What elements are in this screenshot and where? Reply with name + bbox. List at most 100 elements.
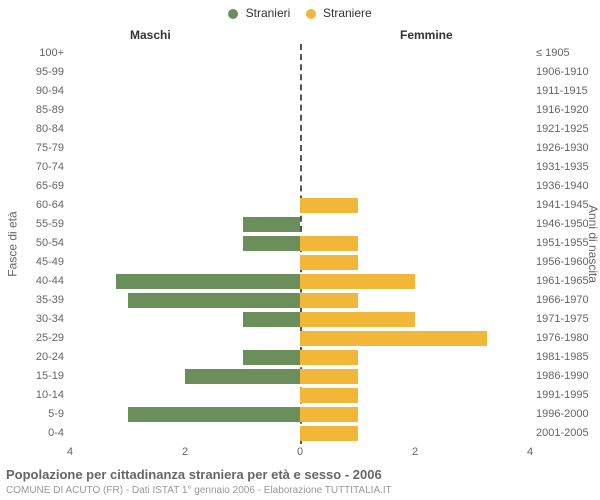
age-label: 95-99 [0, 63, 64, 82]
age-label: 40-44 [0, 272, 64, 291]
x-tick: 2 [412, 446, 418, 458]
population-pyramid-chart: Stranieri Straniere Maschi Femmine Fasce… [0, 0, 600, 500]
birth-year-label: 1916-1920 [536, 101, 600, 120]
birth-year-label: 1996-2000 [536, 405, 600, 424]
legend-label-stranieri: Stranieri [246, 6, 291, 20]
table-row [70, 120, 530, 139]
birth-year-label: 1926-1930 [536, 139, 600, 158]
age-label: 100+ [0, 44, 64, 63]
birth-year-label: 1981-1985 [536, 348, 600, 367]
age-label: 35-39 [0, 291, 64, 310]
x-axis: 4 2 0 2 4 [70, 446, 530, 460]
age-label: 30-34 [0, 310, 64, 329]
birth-year-label: 1906-1910 [536, 63, 600, 82]
column-title-right: Femmine [400, 28, 453, 42]
bar-male [243, 236, 301, 251]
table-row [70, 310, 530, 329]
bar-female [300, 426, 358, 441]
birth-year-label: 1946-1950 [536, 215, 600, 234]
age-label: 75-79 [0, 139, 64, 158]
x-tick: 4 [67, 446, 73, 458]
birth-year-label: ≤ 1905 [536, 44, 600, 63]
age-label: 65-69 [0, 177, 64, 196]
table-row [70, 291, 530, 310]
age-label: 0-4 [0, 424, 64, 443]
age-label: 85-89 [0, 101, 64, 120]
table-row [70, 44, 530, 63]
x-tick: 2 [182, 446, 188, 458]
bar-female [300, 388, 358, 403]
legend-swatch-straniere [306, 9, 316, 19]
birth-year-label: 1986-1990 [536, 367, 600, 386]
table-row [70, 272, 530, 291]
legend-label-straniere: Straniere [323, 6, 372, 20]
table-row [70, 158, 530, 177]
age-label: 90-94 [0, 82, 64, 101]
table-row [70, 82, 530, 101]
birth-year-label: 1936-1940 [536, 177, 600, 196]
bar-male [128, 293, 301, 308]
age-label: 55-59 [0, 215, 64, 234]
bar-female [300, 312, 415, 327]
age-label: 10-14 [0, 386, 64, 405]
chart-subcaption: COMUNE DI ACUTO (FR) - Dati ISTAT 1° gen… [6, 485, 392, 496]
table-row [70, 177, 530, 196]
birth-year-label: 1956-1960 [536, 253, 600, 272]
birth-year-label: 2001-2005 [536, 424, 600, 443]
table-row [70, 139, 530, 158]
legend-swatch-stranieri [228, 9, 238, 19]
table-row [70, 196, 530, 215]
table-row [70, 253, 530, 272]
legend-item-straniere: Straniere [306, 6, 372, 20]
birth-year-label: 1971-1975 [536, 310, 600, 329]
age-label: 80-84 [0, 120, 64, 139]
bar-female [300, 236, 358, 251]
plot-area [70, 44, 530, 444]
bar-female [300, 255, 358, 270]
bar-male [243, 350, 301, 365]
bar-female [300, 350, 358, 365]
bar-female [300, 369, 358, 384]
birth-year-label: 1941-1945 [536, 196, 600, 215]
table-row [70, 386, 530, 405]
bar-female [300, 293, 358, 308]
chart-caption: Popolazione per cittadinanza straniera p… [6, 467, 382, 482]
legend: Stranieri Straniere [0, 6, 600, 20]
bar-male [185, 369, 300, 384]
bar-male [128, 407, 301, 422]
age-label: 60-64 [0, 196, 64, 215]
birth-year-label: 1951-1955 [536, 234, 600, 253]
birth-year-label: 1961-1965 [536, 272, 600, 291]
age-label: 25-29 [0, 329, 64, 348]
age-label: 45-49 [0, 253, 64, 272]
table-row [70, 234, 530, 253]
bar-female [300, 331, 487, 346]
table-row [70, 424, 530, 443]
x-tick: 4 [527, 446, 533, 458]
bar-female [300, 198, 358, 213]
table-row [70, 329, 530, 348]
birth-year-label: 1966-1970 [536, 291, 600, 310]
age-label: 20-24 [0, 348, 64, 367]
bar-female [300, 407, 358, 422]
table-row [70, 215, 530, 234]
birth-year-label: 1931-1935 [536, 158, 600, 177]
table-row [70, 348, 530, 367]
bar-male [116, 274, 300, 289]
table-row [70, 367, 530, 386]
bar-male [243, 217, 301, 232]
table-row [70, 405, 530, 424]
age-label: 50-54 [0, 234, 64, 253]
table-row [70, 101, 530, 120]
bar-male [243, 312, 301, 327]
age-label: 15-19 [0, 367, 64, 386]
birth-year-label: 1976-1980 [536, 329, 600, 348]
age-label: 70-74 [0, 158, 64, 177]
table-row [70, 63, 530, 82]
column-title-left: Maschi [130, 28, 171, 42]
legend-item-stranieri: Stranieri [228, 6, 290, 20]
birth-year-label: 1921-1925 [536, 120, 600, 139]
x-tick: 0 [297, 446, 303, 458]
age-label: 5-9 [0, 405, 64, 424]
bar-female [300, 274, 415, 289]
